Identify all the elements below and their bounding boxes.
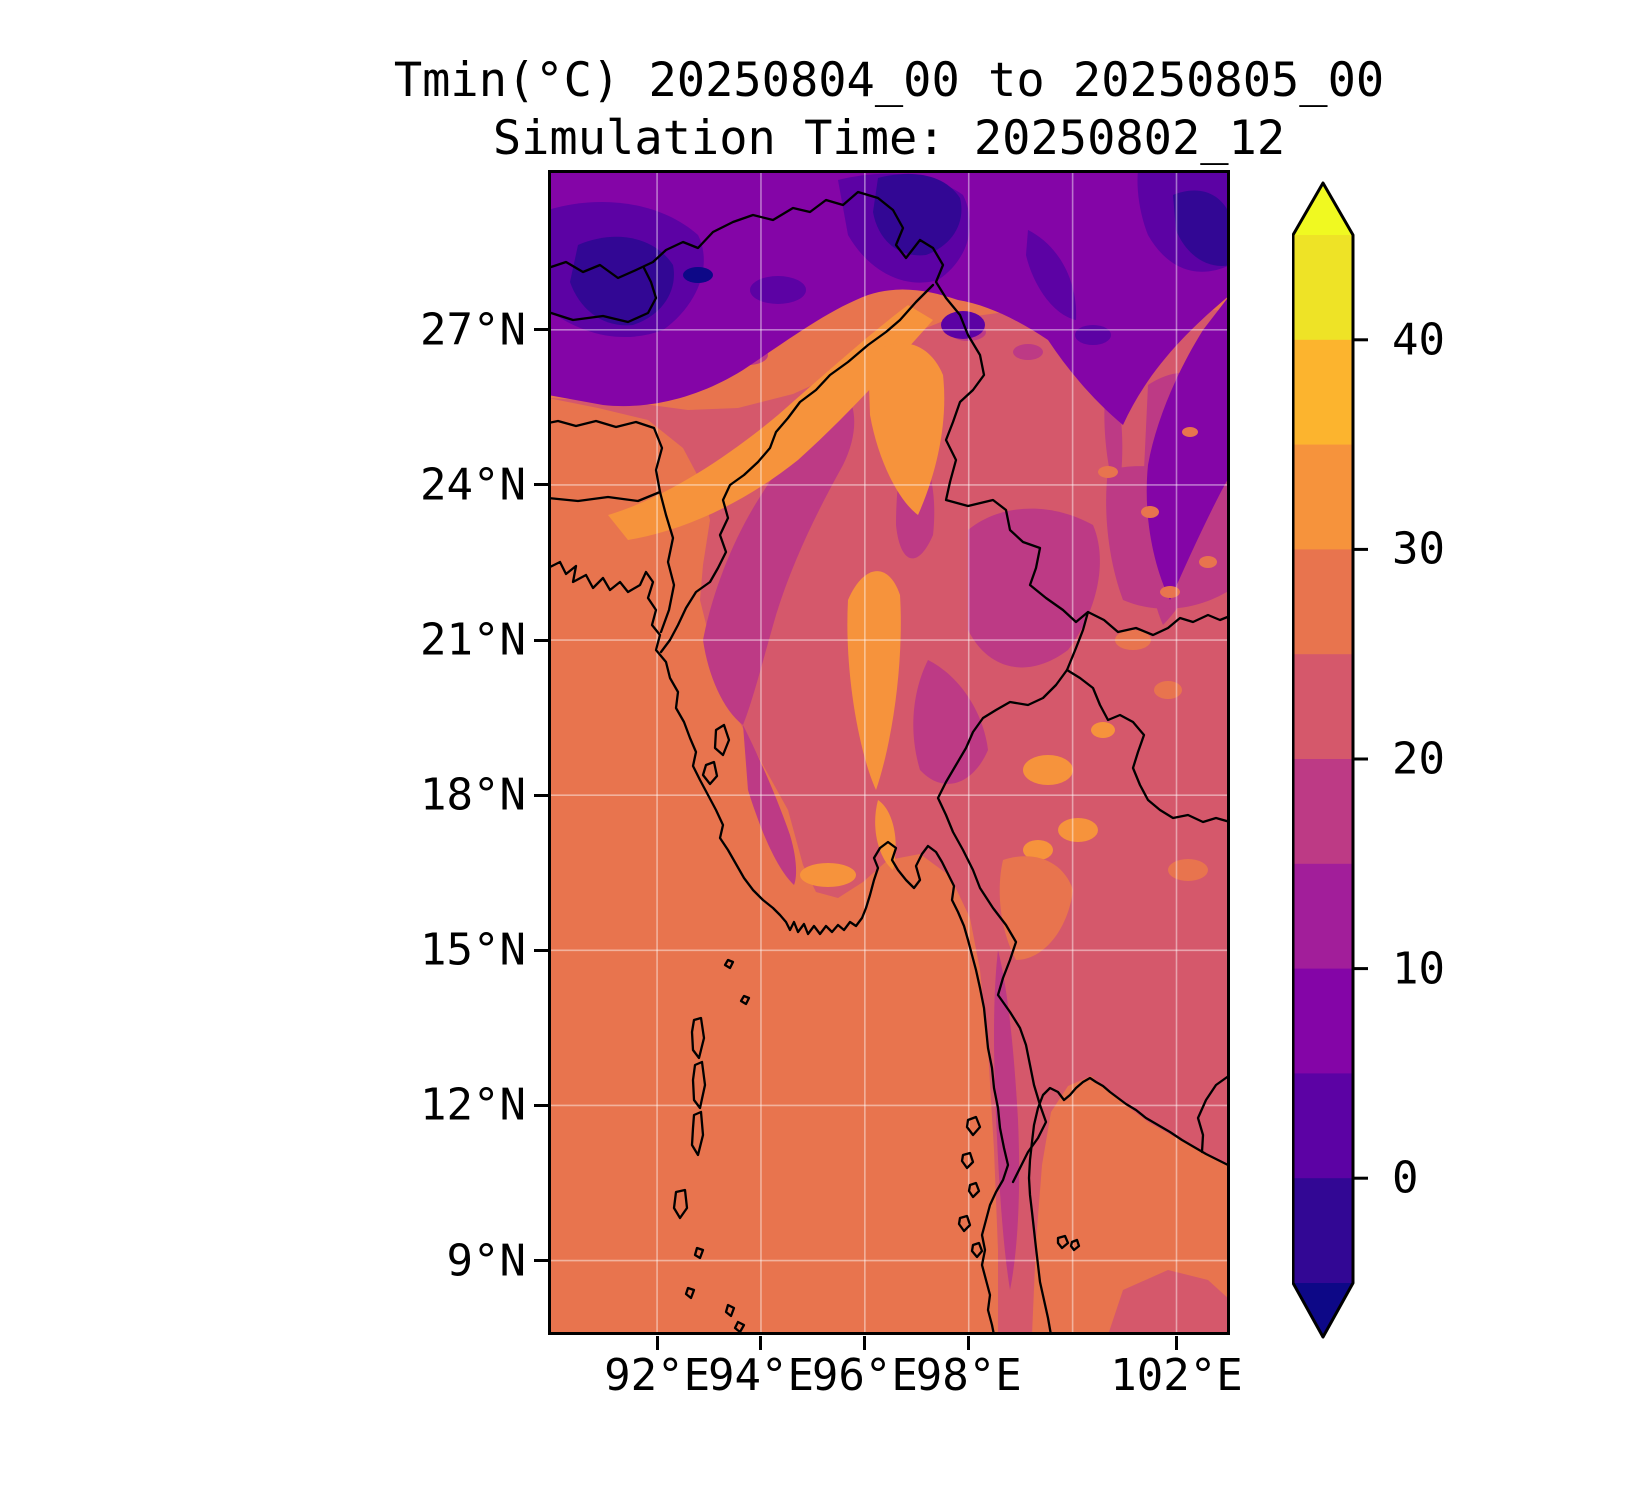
border-bangladesh-north: [548, 419, 664, 494]
y-tick-label: 24°N: [420, 459, 526, 511]
region-5-10C-highlands: [548, 170, 1230, 600]
y-tick-label: 27°N: [420, 304, 526, 356]
x-tick-mark: [655, 1336, 659, 1350]
graticule-gridlines: [548, 170, 1230, 1335]
colorbar-panel: [1291, 178, 1472, 1348]
x-tick-mark: [967, 1336, 971, 1350]
y-tick-label: 9°N: [446, 1235, 526, 1287]
colorbar-band: [1293, 444, 1353, 550]
coastline-main: [548, 560, 1010, 1335]
y-tick-label: 18°N: [420, 769, 526, 821]
x-tick-label: 98°E: [915, 1350, 1022, 1401]
region-30-35C-valleys: [608, 305, 1115, 887]
title-line-1: Tmin(°C) 20250804_00 to 20250805_00: [393, 53, 1385, 108]
x-tick-mark: [863, 1336, 867, 1350]
colorbar-band: [1293, 235, 1353, 341]
colorbar-band: [1293, 549, 1353, 655]
border-bangladesh-east: [548, 490, 676, 634]
border-india-myanmar: [659, 283, 935, 654]
title-line-2: Simulation Time: 20250802_12: [492, 111, 1286, 166]
y-tick-mark: [534, 638, 548, 642]
y-tick-mark: [534, 328, 548, 332]
border-thailand-cambodia: [1196, 1073, 1230, 1154]
x-tick-mark: [1174, 1336, 1178, 1350]
colorbar-over-arrow: [1293, 183, 1353, 235]
colorbar-band: [1293, 968, 1353, 1074]
y-tick-mark: [534, 1259, 548, 1263]
y-tick-mark: [534, 483, 548, 487]
colorbar-band: [1293, 863, 1353, 970]
y-tick-label: 12°N: [420, 1079, 526, 1131]
border-thailand-laos: [1065, 668, 1230, 824]
colorbar-tick-label: 20: [1392, 733, 1445, 785]
colorbar-under-arrow: [1293, 1283, 1353, 1337]
colorbar-band: [1293, 759, 1353, 865]
map-panel: [548, 170, 1230, 1335]
figure-title: Tmin(°C) 20250804_00 to 20250805_00 Simul…: [248, 52, 1530, 168]
region-20-25C-southeast: [1108, 1270, 1230, 1335]
border-himalaya-china-myanmar: [548, 190, 1230, 637]
warm-speckles: [1098, 427, 1217, 598]
colorbar-band: [1293, 1073, 1353, 1179]
colorbar-band: [1293, 1178, 1353, 1284]
y-tick-label: 15°N: [420, 924, 526, 976]
colorbar-tick-label: 30: [1392, 523, 1445, 575]
border-myanmar-thailand: [936, 610, 1090, 1184]
temperature-map: [548, 170, 1230, 1335]
colorbar: [1291, 181, 1368, 1339]
coastline-gulf-of-thailand: [1027, 1076, 1230, 1335]
y-tick-mark: [534, 948, 548, 952]
y-tick-label: 21°N: [420, 614, 526, 666]
y-tick-mark: [534, 1103, 548, 1107]
temperature-field: [548, 170, 1230, 1335]
colorbar-outline: [1291, 181, 1355, 1339]
region-below-0C: [570, 173, 1230, 326]
colorbar-tick-label: 10: [1392, 943, 1445, 995]
colorbar-tick-label: 40: [1392, 314, 1445, 366]
y-tick-mark: [534, 793, 548, 797]
islands: [672, 723, 1081, 1334]
map-frame: [548, 170, 1230, 1335]
colorbar-band: [1293, 339, 1353, 446]
border-bhutan: [548, 266, 658, 324]
x-tick-mark: [759, 1336, 763, 1350]
x-tick-label: 94°E: [707, 1350, 814, 1401]
x-tick-label: 92°E: [604, 1350, 711, 1401]
x-tick-label: 102°E: [1110, 1350, 1243, 1401]
coastlines: [548, 560, 1230, 1335]
country-borders: [548, 190, 1230, 1184]
x-tick-label: 96°E: [811, 1350, 918, 1401]
colorbar-band: [1293, 654, 1353, 760]
colorbar-tick-label: 0: [1392, 1152, 1419, 1204]
region-25-30C-patches: [999, 630, 1208, 960]
